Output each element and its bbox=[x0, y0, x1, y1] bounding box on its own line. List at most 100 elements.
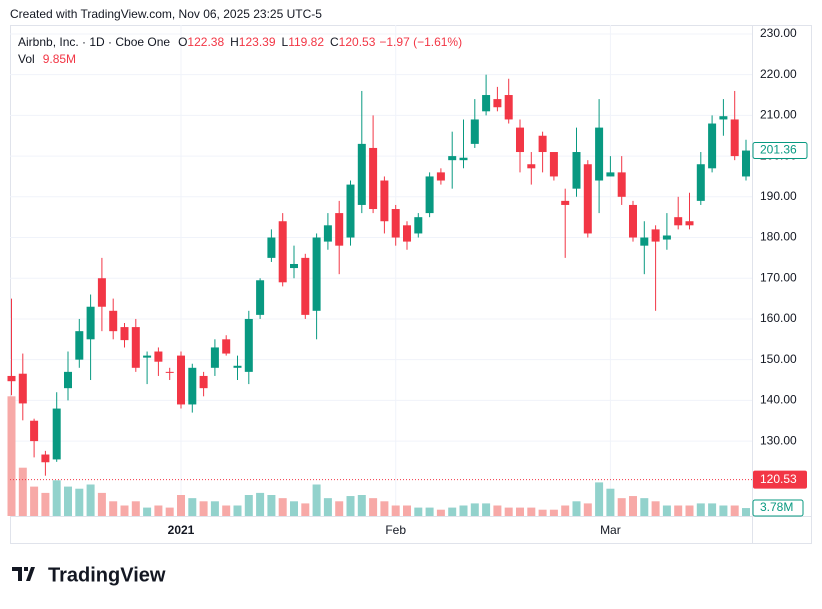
volume-bar bbox=[222, 505, 231, 516]
volume-legend: Vol 9.85M bbox=[18, 52, 76, 66]
candle-body bbox=[256, 280, 265, 315]
candle-body bbox=[742, 150, 750, 177]
candle-body bbox=[177, 355, 185, 405]
candle-body bbox=[131, 327, 140, 368]
candle-body bbox=[527, 164, 536, 169]
candle-body bbox=[199, 375, 208, 389]
candle-body bbox=[504, 95, 513, 120]
y-tick-label: 210.00 bbox=[760, 108, 797, 122]
volume-bar bbox=[403, 505, 411, 516]
candle-body bbox=[516, 127, 524, 153]
volume-bar bbox=[357, 495, 366, 516]
volume-bar bbox=[7, 396, 16, 516]
candle-body bbox=[357, 143, 366, 205]
volume-bar bbox=[448, 507, 457, 516]
candle-body bbox=[210, 347, 219, 368]
volume-bar bbox=[188, 498, 197, 516]
volume-bar bbox=[504, 507, 513, 516]
volume-bar bbox=[120, 505, 129, 516]
candle-body bbox=[403, 225, 411, 242]
volume-bar bbox=[742, 508, 750, 516]
volume-bar bbox=[436, 509, 445, 516]
volume-bar bbox=[165, 507, 174, 516]
volume-bar bbox=[391, 505, 400, 516]
y-tick-label: 160.00 bbox=[760, 311, 797, 325]
x-tick-label: 2021 bbox=[168, 523, 195, 537]
volume-bar bbox=[109, 501, 118, 516]
header: Created with TradingView.com, Nov 06, 20… bbox=[10, 7, 322, 21]
volume-bar bbox=[651, 501, 660, 516]
candle-body bbox=[380, 180, 389, 222]
candle-body bbox=[448, 156, 457, 161]
candle-body bbox=[414, 217, 423, 234]
volume-bar bbox=[674, 505, 683, 516]
volume-bar bbox=[470, 503, 479, 516]
y-tick-label: 190.00 bbox=[760, 189, 797, 203]
volume-bar bbox=[52, 480, 61, 516]
chart-frame bbox=[10, 25, 812, 544]
candle-body bbox=[233, 365, 242, 368]
candle-body bbox=[391, 209, 400, 238]
volume-bar bbox=[233, 505, 242, 516]
legend-key: L bbox=[282, 35, 289, 49]
candle-body bbox=[143, 355, 152, 358]
volume-bar bbox=[640, 498, 649, 516]
candle-body bbox=[595, 127, 604, 181]
volume-bar bbox=[708, 503, 717, 516]
volume-bar bbox=[493, 505, 502, 516]
candle-body bbox=[470, 119, 479, 144]
volume-bar bbox=[64, 486, 72, 516]
volume-bar bbox=[131, 501, 140, 516]
legend-value: 122.38 bbox=[187, 35, 224, 49]
candle-body bbox=[719, 116, 728, 120]
legend-key: C bbox=[330, 35, 339, 49]
candle-body bbox=[97, 278, 106, 307]
candle-body bbox=[493, 99, 502, 108]
volume-bar bbox=[685, 505, 694, 516]
legend-value: 120.53 bbox=[339, 35, 376, 49]
candle-body bbox=[109, 310, 118, 332]
y-tick-label: 140.00 bbox=[760, 393, 797, 407]
candle-body bbox=[708, 123, 717, 169]
volume-bar bbox=[380, 501, 389, 516]
candle-body bbox=[30, 420, 39, 442]
y-tick-label: 230.00 bbox=[760, 26, 797, 40]
candle-body bbox=[86, 306, 95, 340]
volume-bar bbox=[199, 501, 208, 516]
candle-body bbox=[64, 371, 72, 389]
candle-body bbox=[617, 172, 626, 197]
volume-bar bbox=[267, 495, 276, 516]
legend-value: 119.82 bbox=[288, 35, 324, 49]
volume-bar bbox=[346, 496, 355, 516]
candle-body bbox=[188, 367, 197, 405]
candle-body bbox=[154, 351, 163, 362]
candle-body bbox=[290, 263, 298, 269]
candle-body bbox=[572, 152, 581, 189]
candle-body bbox=[165, 371, 174, 373]
candle-body bbox=[685, 221, 694, 226]
volume-bar bbox=[459, 505, 468, 516]
candle-body bbox=[538, 135, 547, 153]
candle-body bbox=[312, 237, 321, 311]
volume-bar bbox=[301, 503, 310, 516]
candle-body bbox=[278, 221, 287, 283]
volume-bar bbox=[527, 507, 536, 516]
candle-body bbox=[629, 204, 637, 238]
volume-bar bbox=[86, 484, 95, 516]
candle-body bbox=[41, 454, 50, 463]
volume-bar bbox=[595, 482, 604, 516]
volume-bar bbox=[244, 495, 253, 516]
volume-bar bbox=[662, 505, 671, 516]
candle-body bbox=[335, 213, 344, 246]
volume-bar bbox=[549, 509, 558, 516]
volume-bar bbox=[143, 507, 152, 516]
price-label-box bbox=[752, 142, 808, 160]
volume-bar bbox=[75, 488, 84, 516]
candle-body bbox=[425, 176, 434, 214]
candle-body bbox=[52, 408, 61, 460]
volume-bar bbox=[256, 492, 265, 516]
candle-body bbox=[75, 331, 84, 360]
candle-body bbox=[267, 237, 276, 258]
volume-bar bbox=[730, 505, 739, 516]
